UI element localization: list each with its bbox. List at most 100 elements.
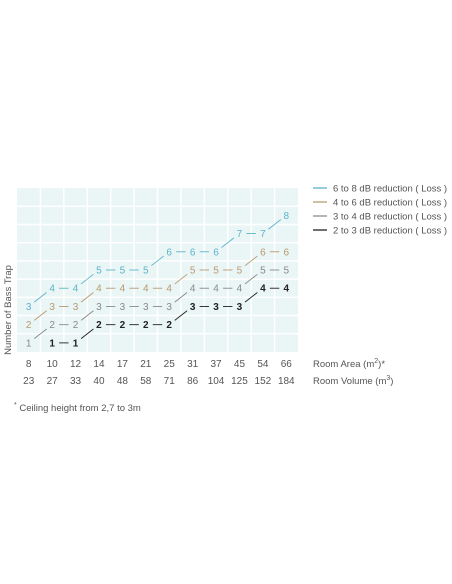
x-tick-label-area: 37	[210, 359, 222, 370]
x-tick-label-volume: 58	[140, 376, 152, 387]
x-tick-label-area: 31	[187, 359, 199, 370]
data-label: 5	[143, 266, 149, 277]
series-segment	[80, 310, 94, 321]
x-tick-label-volume: 184	[278, 376, 295, 387]
series-segment	[244, 255, 258, 267]
data-label: 6	[190, 247, 196, 258]
data-label: 3	[96, 302, 102, 313]
data-label: 6	[213, 247, 219, 258]
data-label: 4	[166, 284, 172, 295]
series-segment	[80, 328, 94, 339]
legend-label: 2 to 3 dB reduction ( Loss )	[333, 226, 447, 237]
data-label: 2	[143, 320, 149, 331]
x-tick-label-volume: 125	[231, 376, 248, 387]
footnote: * Ceiling height from 2,7 to 3m	[14, 402, 141, 414]
x-tick-label-area: 12	[70, 359, 82, 370]
data-label: 7	[237, 229, 243, 240]
legend-label: 4 to 6 dB reduction ( Loss )	[333, 198, 447, 209]
x-tick-label-volume: 23	[23, 376, 35, 387]
data-label: 1	[26, 338, 32, 349]
series-segment	[33, 292, 47, 303]
series-segment	[221, 237, 235, 248]
data-label: 3	[143, 302, 149, 313]
x-tick-label-area: 25	[164, 359, 176, 370]
footnote-text: Ceiling height from 2,7 to 3m	[19, 403, 141, 415]
series-segment	[151, 255, 164, 267]
data-label: 3	[213, 302, 219, 313]
data-label: 2	[166, 320, 172, 331]
legend: 6 to 8 dB reduction ( Loss ) 4 to 6 dB re…	[313, 184, 447, 237]
series-segment	[174, 310, 188, 321]
x-tick-label-area: 21	[140, 359, 152, 370]
data-label: 5	[96, 266, 102, 277]
y-axis-title: Number of Bass Trap	[3, 265, 14, 355]
series-2: 2 3 3 4 4 4 4 5 5 5 6 6	[26, 247, 290, 331]
series-segment	[174, 273, 188, 285]
data-label: 4	[260, 284, 266, 295]
data-label: 2	[73, 320, 79, 331]
data-label: 6	[284, 247, 290, 258]
series-segment	[80, 273, 94, 285]
x-tick-label-volume: 152	[255, 376, 272, 387]
data-label: 4	[237, 284, 243, 295]
x-tick-label-area: 8	[26, 359, 32, 370]
series-segment	[268, 219, 282, 230]
x-tick-label-volume: 71	[164, 376, 176, 387]
x-tick-label-volume: 104	[208, 376, 225, 387]
data-label: 2	[49, 320, 55, 331]
series-1: 3 4 4 5 5 5 6 6 6 7 7 8	[26, 211, 290, 313]
x-tick-label-volume: 40	[93, 376, 105, 387]
data-label: 4	[96, 284, 102, 295]
data-label: 6	[166, 247, 172, 258]
x-tick-label-area: 17	[117, 359, 129, 370]
x-tick-label-area: 66	[281, 359, 293, 370]
legend-label: 6 to 8 dB reduction ( Loss )	[333, 184, 447, 195]
x-axis-title-area: Room Area (m2)*	[313, 358, 385, 370]
data-label: 5	[120, 266, 126, 277]
data-label: 4	[190, 284, 196, 295]
data-label: 3	[120, 302, 126, 313]
data-label: 1	[73, 338, 79, 349]
data-label: 2	[120, 320, 126, 331]
x-tick-label-area: 14	[93, 359, 105, 370]
data-label: 5	[260, 266, 266, 277]
x-tick-label-volume: 33	[70, 376, 82, 387]
data-label: 7	[260, 229, 266, 240]
series-segment	[33, 328, 47, 339]
data-label: 4	[143, 284, 149, 295]
x-axis-ticks: 8 10 12 14 17 21 25 31 37 45 54 66 23 27 33 40 48 58 71 86 1…	[23, 359, 295, 387]
x-tick-label-area: 10	[47, 359, 59, 370]
x-tick-label-volume: 48	[117, 376, 129, 387]
data-label: 5	[284, 266, 290, 277]
data-label: 5	[237, 266, 243, 277]
data-label: 3	[73, 302, 79, 313]
data-label: 3	[26, 302, 32, 313]
footnote-star: *	[14, 402, 17, 409]
series-segment	[244, 273, 258, 285]
data-label: 4	[49, 284, 55, 295]
series-4: 1 1 2 2 2 2 3 3 3 4 4	[49, 284, 289, 350]
series-segment	[33, 310, 47, 321]
legend-label: 3 to 4 dB reduction ( Loss )	[333, 212, 447, 223]
data-label: 2	[96, 320, 102, 331]
data-label: 5	[190, 266, 196, 277]
data-label: 4	[120, 284, 126, 295]
data-label: 8	[284, 211, 290, 222]
data-label: 5	[213, 266, 219, 277]
x-tick-label-volume: 27	[47, 376, 59, 387]
data-label: 3	[190, 302, 196, 313]
data-label: 4	[73, 284, 79, 295]
data-label: 3	[237, 302, 243, 313]
x-tick-label-area: 54	[257, 359, 269, 370]
x-tick-label-volume: 86	[187, 376, 199, 387]
x-tick-label-area: 45	[234, 359, 246, 370]
plot-grid	[17, 188, 298, 352]
series-segment	[244, 292, 258, 303]
data-label: 4	[213, 284, 219, 295]
data-label: 1	[49, 338, 55, 349]
series-3: 1 2 2 3 3 3 3 4 4 4 5 5	[26, 266, 290, 350]
series-segment	[174, 292, 188, 303]
x-axis-title-volume: Room Volume (m3)	[313, 375, 393, 387]
data-label: 3	[49, 302, 55, 313]
